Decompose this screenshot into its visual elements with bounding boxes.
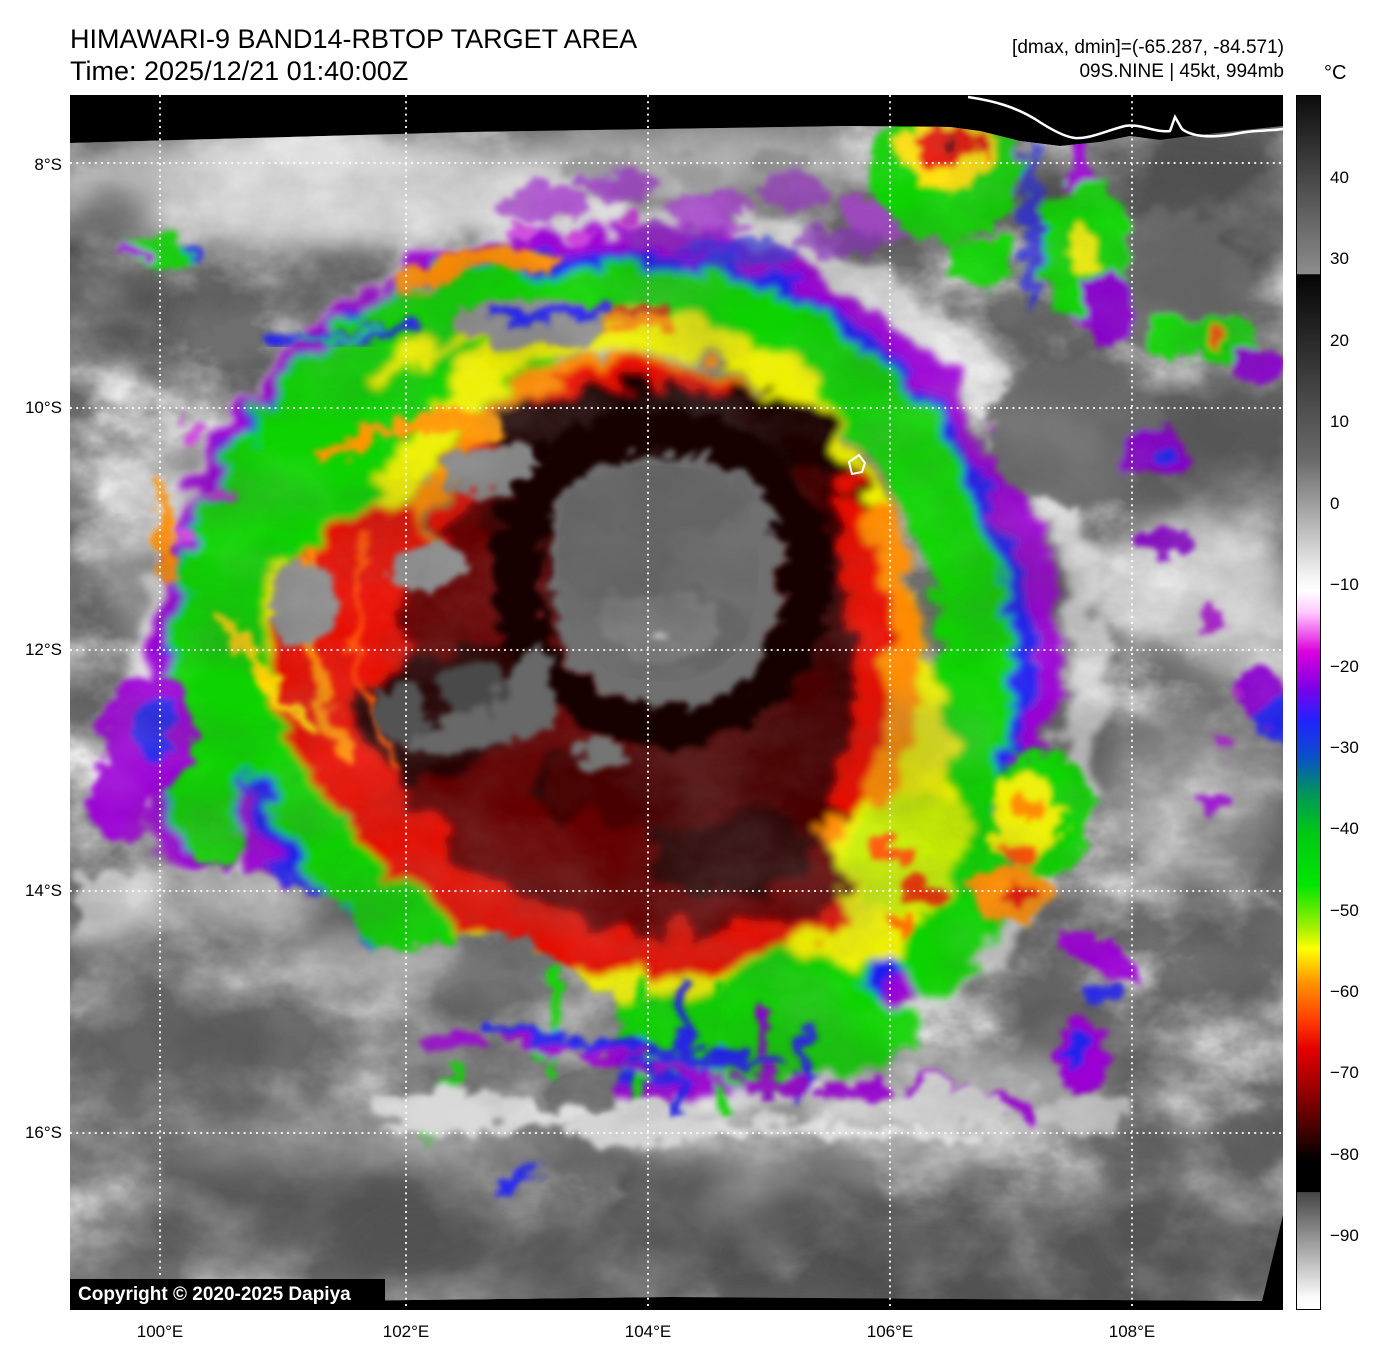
svg-text:Copyright © 2020-2025 Dapiya: Copyright © 2020-2025 Dapiya: [78, 1284, 351, 1305]
